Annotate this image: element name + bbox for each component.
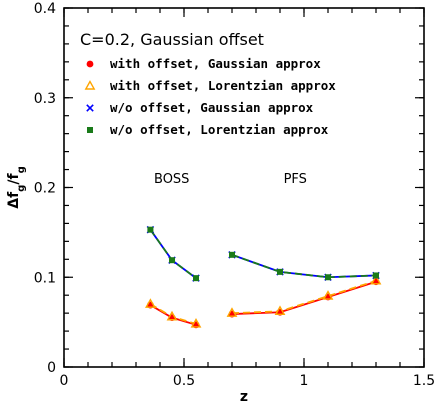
legend-marker [86, 60, 94, 68]
y-tick-label: 0.2 [34, 181, 56, 197]
data-point [166, 310, 178, 321]
annotation-label: BOSS [154, 172, 189, 187]
data-point [147, 226, 154, 233]
legend-label: w/o offset, Lorentzian approx [110, 122, 329, 137]
annotation-label: PFS [284, 172, 307, 187]
tick-layer: 0 0.5 1 1.5 0 0.1 0.2 0.3 0.4 [34, 1, 435, 389]
series-path [231, 279, 377, 315]
x-tick-label: 0.5 [173, 373, 195, 389]
series-path [149, 229, 197, 279]
data-point [226, 307, 238, 317]
series-path [231, 280, 377, 315]
y-tick-label: 0 [47, 360, 56, 376]
legend: with offset, Gaussian approx with offset,… [84, 56, 336, 137]
data-point [193, 275, 199, 282]
x-tick-label: 1 [300, 373, 309, 389]
series-markers-3 [147, 226, 379, 282]
legend-item: with offset, Lorentzian approx [84, 78, 336, 93]
x-tick-label: 0 [60, 373, 69, 389]
series-line-0 [149, 280, 377, 326]
data-point [373, 272, 379, 279]
data-point [370, 274, 382, 285]
legend-label: w/o offset, Gaussian approx [110, 100, 314, 115]
series-path [149, 229, 197, 279]
data-point [169, 257, 175, 264]
legend-title: C=0.2, Gaussian offset [80, 30, 264, 49]
data-point [325, 274, 331, 281]
series-path [231, 253, 377, 279]
series-markers-1 [145, 274, 382, 328]
series-line-2 [149, 229, 377, 279]
series-line-3 [149, 229, 377, 279]
series-path [231, 253, 377, 279]
data-point [277, 268, 283, 275]
x-axis-title: z [240, 389, 248, 404]
text-layer: z Δfg/fg C=0.2, Gaussian offset [6, 30, 264, 404]
series-layer [145, 225, 382, 329]
data-point [274, 305, 286, 316]
y-tick-label: 0.3 [34, 91, 56, 107]
annotation-layer: BOSS PFS [154, 172, 307, 187]
legend-item: w/o offset, Gaussian approx [86, 100, 314, 115]
data-point [190, 317, 202, 328]
data-point [322, 290, 334, 300]
legend-item: with offset, Gaussian approx [86, 56, 321, 71]
legend-label: with offset, Gaussian approx [110, 56, 321, 71]
legend-marker [84, 80, 96, 90]
data-point [229, 251, 235, 258]
legend-item: w/o offset, Lorentzian approx [87, 122, 329, 137]
legend-marker [87, 127, 93, 133]
series-line-1 [149, 279, 377, 325]
legend-label: with offset, Lorentzian approx [110, 78, 336, 93]
data-point [145, 298, 156, 308]
series-markers-2 [146, 225, 380, 282]
legend-marker [86, 104, 94, 112]
y-tick-label: 0.4 [34, 1, 56, 17]
y-tick-label: 0.1 [34, 270, 56, 286]
y-axis-title: Δfg/fg [6, 166, 27, 209]
x-tick-label: 1.5 [413, 373, 435, 389]
